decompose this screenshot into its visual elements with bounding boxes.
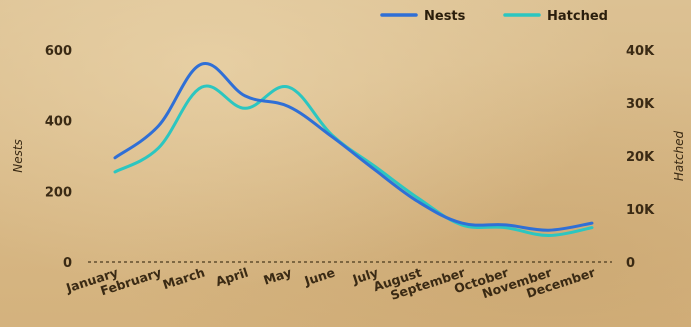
y-tick-label: 600	[45, 44, 72, 59]
legend-label-hatched: Hatched	[547, 9, 608, 24]
x-tick-label: March	[161, 265, 207, 293]
x-tick-label: April	[214, 265, 250, 290]
y-tick-label: 200	[45, 185, 72, 200]
y2-tick-label: 40K	[626, 44, 655, 59]
y2-tick-label: 30K	[626, 97, 655, 112]
y2-axis-title: Hatched	[672, 130, 686, 181]
y-tick-label: 400	[45, 115, 72, 130]
legend-label-nests: Nests	[424, 9, 466, 24]
y-axis-title: Nests	[11, 139, 25, 173]
legend: Nests Hatched	[380, 9, 608, 24]
x-tick-label: May	[262, 265, 294, 288]
x-tick-label: June	[302, 265, 337, 289]
y2-tick-label: 0	[626, 256, 635, 271]
y2-tick-label: 10K	[626, 203, 655, 218]
series-lines	[113, 62, 594, 237]
series-line-nests	[113, 62, 594, 232]
y-tick-label: 0	[63, 256, 72, 271]
y2-tick-label: 20K	[626, 150, 655, 165]
series-line-hatched	[113, 84, 594, 237]
